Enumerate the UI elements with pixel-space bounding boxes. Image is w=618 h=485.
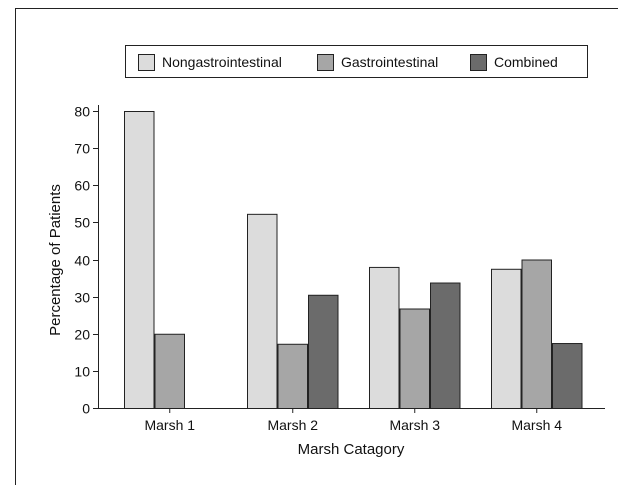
- y-tick-label: 0: [82, 401, 90, 417]
- bars: [124, 111, 583, 410]
- y-ticks: 0 10 20 30 40 50 60 70 80: [74, 104, 98, 417]
- y-tick-label: 20: [74, 327, 90, 343]
- x-ticks: Marsh 1 Marsh 2 Marsh 3 Marsh 4: [144, 408, 562, 433]
- bar-gastrointestinal-marsh-1: [154, 333, 185, 409]
- bar-combined-marsh-4: [552, 343, 583, 409]
- legend-item-combined: Combined: [470, 54, 558, 71]
- legend: Nongastrointestinal Gastrointestinal Com…: [125, 45, 588, 78]
- bar-gastrointestinal-marsh-2: [277, 343, 308, 409]
- legend-box: [125, 45, 588, 78]
- bar-combined-marsh-3: [430, 282, 461, 409]
- y-axis-title: Percentage of Patients: [47, 184, 64, 336]
- y-tick-label: 80: [74, 104, 90, 120]
- y-tick-label: 10: [74, 364, 90, 380]
- y-tick-label: 30: [74, 290, 90, 306]
- bar-nongastrointestinal-marsh-1: [124, 111, 155, 409]
- legend-swatch-combined: [470, 54, 487, 71]
- bar-gastrointestinal-marsh-3: [399, 308, 430, 410]
- y-tick-label: 60: [74, 178, 90, 194]
- legend-item-gastrointestinal: Gastrointestinal: [317, 54, 438, 71]
- x-tick-label: Marsh 3: [389, 417, 440, 433]
- bar-nongastrointestinal-marsh-3: [369, 266, 400, 409]
- bar-nongastrointestinal-marsh-4: [491, 268, 522, 409]
- x-tick-label: Marsh 2: [267, 417, 318, 433]
- bar-nongastrointestinal-marsh-2: [247, 213, 278, 409]
- legend-label-gastrointestinal: Gastrointestinal: [341, 54, 438, 70]
- bar-combined-marsh-2: [308, 294, 339, 409]
- legend-swatch-nongastrointestinal: [138, 54, 155, 71]
- y-tick-label: 70: [74, 141, 90, 157]
- legend-label-combined: Combined: [494, 54, 558, 70]
- y-tick-label: 40: [74, 253, 90, 269]
- x-axis-title: Marsh Catagory: [298, 441, 405, 458]
- x-tick-label: Marsh 4: [511, 417, 562, 433]
- legend-item-nongastrointestinal: Nongastrointestinal: [138, 54, 282, 71]
- legend-label-nongastrointestinal: Nongastrointestinal: [162, 54, 282, 70]
- legend-swatch-gastrointestinal: [317, 54, 334, 71]
- bar-gastrointestinal-marsh-4: [521, 259, 552, 409]
- x-tick-label: Marsh 1: [144, 417, 195, 433]
- y-tick-label: 50: [74, 215, 90, 231]
